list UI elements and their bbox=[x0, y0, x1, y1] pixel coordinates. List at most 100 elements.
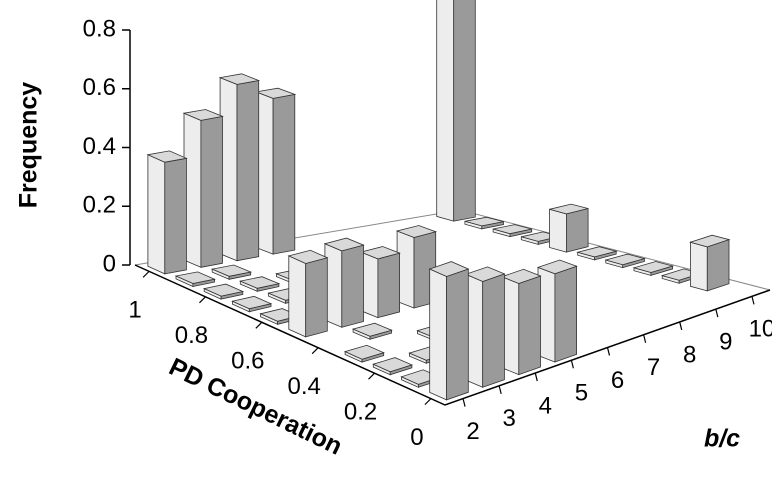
y-tick bbox=[424, 398, 432, 406]
y-tick-label: 0 bbox=[410, 424, 423, 451]
bar-top bbox=[536, 259, 578, 275]
bar bbox=[689, 234, 731, 292]
y-tick bbox=[368, 372, 375, 380]
bar bbox=[436, 0, 476, 222]
z-tick-label: 0.6 bbox=[83, 74, 116, 101]
x-tick bbox=[570, 360, 574, 369]
bar-right-face bbox=[341, 244, 364, 328]
y-tick bbox=[255, 321, 263, 329]
bar-top bbox=[238, 276, 281, 289]
bar bbox=[238, 276, 281, 292]
bar-top bbox=[359, 246, 401, 260]
bar-top bbox=[210, 264, 253, 277]
x-tick bbox=[462, 398, 466, 407]
x-tick-label: 3 bbox=[502, 405, 515, 432]
x-tick bbox=[606, 347, 611, 356]
z-tick-label: 0 bbox=[103, 250, 116, 277]
bar-right-face bbox=[305, 257, 328, 338]
bar bbox=[464, 216, 504, 230]
y-tick-label: 0.4 bbox=[287, 373, 320, 400]
x-tick bbox=[751, 296, 755, 305]
bar-right-face bbox=[706, 239, 730, 292]
x-tick-label: 5 bbox=[575, 380, 588, 407]
bar bbox=[500, 268, 542, 376]
y-tick-label: 1 bbox=[128, 297, 141, 324]
bar-right-face bbox=[164, 157, 187, 275]
bar-right-face bbox=[566, 207, 589, 253]
y-tick bbox=[311, 347, 319, 355]
bar bbox=[372, 357, 414, 376]
bar bbox=[287, 249, 329, 338]
x-tick bbox=[498, 385, 502, 394]
bar-right-face bbox=[554, 265, 577, 363]
bar-right-face bbox=[518, 275, 541, 376]
bar-top bbox=[182, 109, 224, 121]
bar-top bbox=[500, 268, 542, 284]
bar bbox=[146, 150, 188, 275]
bar-top bbox=[323, 237, 365, 252]
x-tick-label: 8 bbox=[683, 341, 696, 368]
y-tick-label: 0.6 bbox=[231, 348, 264, 375]
z-tick-label: 0.2 bbox=[83, 192, 116, 219]
x-tick bbox=[679, 321, 683, 331]
bar-left-face bbox=[690, 241, 708, 292]
bar-top bbox=[604, 253, 646, 266]
x-tick-label: 2 bbox=[466, 418, 479, 445]
bar-left-face bbox=[436, 0, 455, 222]
z-tick-label: 0.4 bbox=[83, 133, 116, 160]
x-tick-label: 7 bbox=[647, 354, 660, 381]
bar-top bbox=[174, 271, 216, 284]
bar-top bbox=[395, 225, 438, 238]
y-tick bbox=[142, 270, 150, 278]
bar bbox=[182, 109, 224, 268]
bar bbox=[254, 87, 297, 255]
bar-top bbox=[576, 246, 618, 258]
bar-top bbox=[254, 87, 297, 99]
bar-left-face bbox=[429, 268, 448, 401]
bar bbox=[604, 253, 646, 269]
bar-top bbox=[464, 266, 506, 282]
bar-top bbox=[428, 261, 470, 277]
y-tick-label: 0.2 bbox=[344, 399, 377, 426]
bar bbox=[174, 271, 216, 288]
bar-right-face bbox=[453, 0, 476, 222]
x-tick-label: 6 bbox=[611, 367, 624, 394]
bar bbox=[202, 283, 245, 300]
bar-top bbox=[632, 261, 675, 273]
bar-top bbox=[218, 73, 261, 85]
bar-right-face bbox=[377, 252, 401, 319]
bar bbox=[549, 203, 589, 253]
bar-left-face bbox=[147, 154, 166, 275]
bar-top bbox=[689, 234, 731, 248]
bar-top bbox=[287, 249, 329, 264]
bar bbox=[210, 264, 253, 280]
bar-top bbox=[372, 357, 414, 373]
bar-top bbox=[343, 344, 385, 360]
x-tick-label: 9 bbox=[719, 329, 732, 356]
bar-right-face bbox=[272, 93, 296, 255]
bar-top bbox=[202, 283, 245, 297]
z-tick-label: 0.8 bbox=[83, 15, 116, 42]
x-tick bbox=[643, 334, 647, 343]
bar bbox=[428, 261, 470, 401]
bar bbox=[343, 344, 385, 363]
bar-top bbox=[231, 295, 273, 310]
bar bbox=[231, 295, 273, 313]
bar bbox=[218, 73, 261, 262]
bar-top bbox=[146, 150, 188, 163]
x-axis-title: b/c bbox=[704, 425, 740, 453]
bar-top bbox=[351, 322, 393, 337]
y-tick bbox=[199, 296, 206, 304]
bar-left-face bbox=[288, 255, 307, 338]
bar-right-face bbox=[446, 268, 469, 401]
bar bbox=[351, 322, 393, 340]
bar bbox=[359, 246, 401, 319]
x-tick-label: 4 bbox=[539, 392, 552, 419]
y-tick-label: 0.8 bbox=[175, 322, 208, 349]
x-tick-label: 10 bbox=[749, 316, 772, 343]
bar bbox=[464, 266, 506, 388]
floor-front-edge bbox=[134, 264, 771, 406]
x-tick bbox=[715, 309, 719, 318]
